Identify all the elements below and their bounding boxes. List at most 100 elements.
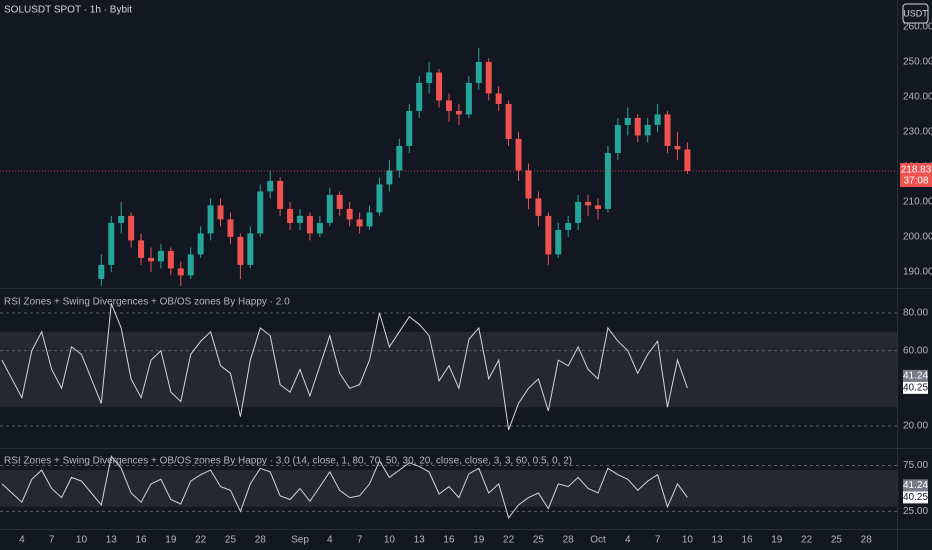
candle-body xyxy=(118,215,125,223)
x-tick-label: 22 xyxy=(503,535,515,546)
candle-body xyxy=(535,198,542,216)
candle-body xyxy=(644,124,651,136)
candle-body xyxy=(664,114,671,146)
y-tick-label: 240.00 xyxy=(903,92,932,103)
last-value-label: 41.24 xyxy=(903,370,928,381)
x-tick-label: 7 xyxy=(655,535,661,546)
candle-body xyxy=(555,229,562,255)
currency-button-frame[interactable] xyxy=(902,3,929,24)
y-tick-label: 80.00 xyxy=(903,308,928,319)
candle-body xyxy=(98,264,105,279)
candle-body xyxy=(108,222,115,265)
rsi-line xyxy=(1,455,688,519)
candle-body xyxy=(595,205,601,209)
symbol-title: SOLUSDT SPOT · 1h · Bybit xyxy=(4,5,132,16)
x-tick-label: 10 xyxy=(682,535,694,546)
x-tick-label: 4 xyxy=(625,535,631,546)
candle-body xyxy=(585,201,592,206)
pane-0 xyxy=(98,47,691,286)
last-value-label: 40.25 xyxy=(903,492,928,503)
x-tick-label: 4 xyxy=(19,535,25,546)
candle-body xyxy=(366,212,373,227)
candle-body xyxy=(455,110,462,115)
currency-button-label[interactable]: USDT xyxy=(903,8,928,18)
pane-2 xyxy=(0,455,897,519)
y-tick-label: 60.00 xyxy=(903,345,928,356)
last-value-label: 41.24 xyxy=(903,480,928,491)
last-value-box xyxy=(903,369,928,382)
candle-body xyxy=(257,191,264,234)
candle-body xyxy=(207,205,214,234)
y-tick-label: 230.00 xyxy=(903,127,932,138)
candle-body xyxy=(604,152,611,209)
x-tick-label: 28 xyxy=(861,535,873,546)
candle-body xyxy=(634,117,641,136)
pane-title: RSI Zones + Swing Divergences + OB/OS zo… xyxy=(4,456,572,467)
x-tick-label: 16 xyxy=(135,535,147,546)
candle-body xyxy=(505,103,512,139)
candle-body xyxy=(277,180,284,209)
x-tick-label: 22 xyxy=(195,535,207,546)
currency-button[interactable]: USDT xyxy=(902,3,929,24)
x-tick-label: 10 xyxy=(76,535,88,546)
last-value-box xyxy=(903,491,928,504)
last-price-label: 218.83 xyxy=(901,165,932,176)
last-price-box xyxy=(900,163,932,188)
candle-body xyxy=(475,61,482,83)
candle-body xyxy=(416,82,423,111)
x-tick-label: 13 xyxy=(106,535,118,546)
candle-body xyxy=(336,194,343,209)
candle-body xyxy=(465,82,472,115)
candle-body xyxy=(287,208,294,223)
y-tick-label: 25.00 xyxy=(903,506,928,517)
x-tick-label: Sep xyxy=(291,535,309,546)
candle-body xyxy=(565,222,572,230)
candle-body xyxy=(575,201,582,223)
candle-body xyxy=(217,205,224,220)
candle-body xyxy=(267,180,274,192)
candle-body xyxy=(654,114,661,125)
candle-body xyxy=(167,250,174,269)
last-value-box xyxy=(903,479,928,492)
y-tick-label: 20.00 xyxy=(903,421,928,432)
candle-body xyxy=(147,257,154,262)
candle-body xyxy=(515,138,522,171)
x-tick-label: 19 xyxy=(771,535,783,546)
rsi-line xyxy=(1,303,688,430)
x-tick-label: 13 xyxy=(414,535,426,546)
y-tick-label: 190.00 xyxy=(903,267,932,278)
x-tick-label: Oct xyxy=(590,535,606,546)
candle-body xyxy=(426,72,433,83)
candle-body xyxy=(545,215,552,255)
candle-body xyxy=(386,170,393,185)
candle-body xyxy=(624,117,631,125)
candle-body xyxy=(436,72,443,101)
candle-body xyxy=(187,254,194,276)
candle-body xyxy=(445,100,452,111)
candle-body xyxy=(485,61,492,94)
x-tick-label: 7 xyxy=(357,535,363,546)
x-tick-label: 25 xyxy=(225,535,237,546)
candle-body xyxy=(406,110,413,146)
y-tick-label: 75.00 xyxy=(903,460,928,471)
candle-body xyxy=(495,93,502,104)
candle-body xyxy=(237,236,244,265)
candle-body xyxy=(684,149,691,172)
y-tick-label: 260.00 xyxy=(903,22,932,33)
candle-body xyxy=(346,208,353,220)
pane-1 xyxy=(0,303,897,430)
x-tick-label: 10 xyxy=(384,535,396,546)
x-tick-label: 19 xyxy=(473,535,485,546)
candle-body xyxy=(128,215,135,241)
x-tick-label: 25 xyxy=(533,535,545,546)
x-tick-label: 16 xyxy=(443,535,455,546)
candle-body xyxy=(296,215,303,223)
candle-body xyxy=(396,145,403,171)
pane-title: RSI Zones + Swing Divergences + OB/OS zo… xyxy=(4,297,290,308)
candle-body xyxy=(197,233,204,255)
candle-body xyxy=(138,240,145,258)
y-tick-label: 250.00 xyxy=(903,57,932,68)
last-value-box xyxy=(903,381,928,394)
candle-body xyxy=(525,170,532,199)
